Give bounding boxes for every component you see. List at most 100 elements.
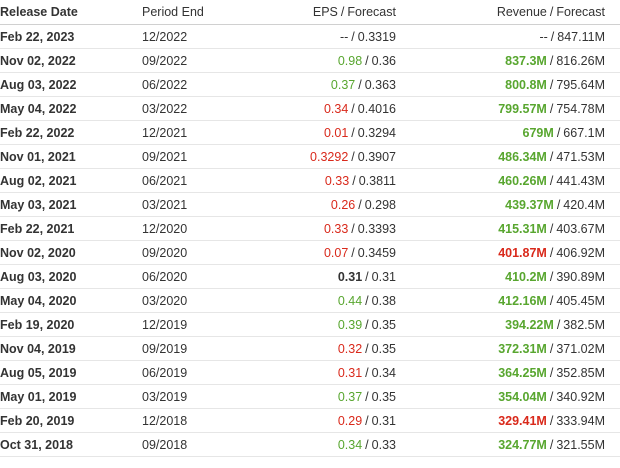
eps-forecast-value: 0.3319 (357, 30, 396, 44)
eps-cell: 0.07/0.3459 (324, 241, 396, 265)
eps-actual-value: 0.29 (337, 414, 363, 428)
release-date-cell: Nov 04, 2019 (0, 342, 76, 356)
eps-actual-value: 0.01 (323, 126, 349, 140)
table-row: Feb 22, 2023 12/2022 --/0.3319 --/847.11M (0, 25, 620, 49)
eps-cell: 0.34/0.33 (338, 433, 396, 457)
revenue-separator: / (549, 222, 554, 236)
revenue-forecast-value: 403.67M (556, 222, 605, 236)
period-end-cell: 09/2019 (142, 342, 188, 356)
release-date-cell: Aug 03, 2022 (0, 78, 77, 92)
eps-cell: 0.39/0.35 (338, 313, 396, 337)
header-eps-forecast: Forecast (347, 5, 396, 19)
header-eps[interactable]: EPS / Forecast (313, 0, 396, 24)
revenue-cell: 372.31M/371.02M (498, 337, 605, 361)
eps-separator: / (365, 270, 369, 284)
revenue-separator: / (549, 438, 554, 452)
revenue-actual-value: 837.3M (505, 54, 547, 68)
revenue-actual-value: 460.26M (498, 174, 547, 188)
release-date-cell: Nov 02, 2022 (0, 54, 76, 68)
eps-forecast-value: 0.34 (371, 366, 396, 380)
revenue-actual-value: -- (539, 30, 548, 44)
table-row: Aug 03, 2020 06/2020 0.31/0.31 410.2M/390.8… (0, 265, 620, 289)
eps-cell: 0.98/0.36 (338, 49, 396, 73)
revenue-forecast-value: 847.11M (557, 30, 605, 44)
period-end-cell: 12/2019 (142, 318, 188, 332)
eps-separator: / (365, 366, 369, 380)
revenue-forecast-value: 795.64M (556, 78, 605, 92)
eps-cell: 0.3292/0.3907 (310, 145, 396, 169)
release-date-cell: Feb 22, 2022 (0, 126, 75, 140)
period-end-cell: 03/2019 (142, 390, 188, 404)
revenue-forecast-value: 405.45M (556, 294, 605, 308)
revenue-cell: 800.8M/795.64M (505, 73, 605, 97)
eps-cell: 0.31/0.31 (338, 265, 396, 289)
revenue-cell: 679M/667.1M (523, 121, 605, 145)
eps-actual-value: 0.98 (337, 54, 363, 68)
eps-actual-value: 0.44 (337, 294, 363, 308)
table-row: Nov 04, 2019 09/2019 0.32/0.35 372.31M/371.… (0, 337, 620, 361)
revenue-separator: / (549, 294, 554, 308)
table-row: Oct 31, 2018 09/2018 0.34/0.33 324.77M/321.… (0, 433, 620, 457)
revenue-separator: / (549, 270, 554, 284)
revenue-separator: / (549, 414, 554, 428)
release-date-cell: May 01, 2019 (0, 390, 77, 404)
eps-forecast-value: 0.363 (364, 78, 396, 92)
eps-cell: 0.32/0.35 (338, 337, 396, 361)
revenue-separator: / (556, 198, 561, 212)
revenue-separator: / (549, 54, 554, 68)
revenue-separator: / (556, 318, 561, 332)
eps-separator: / (352, 174, 356, 188)
release-date-cell: Feb 20, 2019 (0, 414, 75, 428)
eps-separator: / (358, 198, 362, 212)
eps-separator: / (351, 246, 355, 260)
revenue-separator: / (550, 30, 555, 44)
eps-actual-value: 0.31 (337, 270, 363, 284)
revenue-cell: 439.37M/420.4M (505, 193, 605, 217)
eps-actual-value: 0.33 (323, 222, 349, 236)
table-row: Aug 02, 2021 06/2021 0.33/0.3811 460.26M/44… (0, 169, 620, 193)
revenue-forecast-value: 754.78M (556, 102, 605, 116)
period-end-cell: 09/2018 (142, 438, 188, 452)
eps-forecast-value: 0.4016 (357, 102, 396, 116)
revenue-separator: / (549, 390, 554, 404)
header-period-end[interactable]: Period End (142, 5, 204, 19)
release-date-cell: Aug 03, 2020 (0, 270, 77, 284)
table-row: Aug 05, 2019 06/2019 0.31/0.34 364.25M/352.… (0, 361, 620, 385)
eps-forecast-value: 0.3811 (358, 174, 396, 188)
header-release-date[interactable]: Release Date (0, 5, 78, 19)
revenue-separator: / (549, 366, 554, 380)
table-row: May 04, 2022 03/2022 0.34/0.4016 799.57M/75… (0, 97, 620, 121)
revenue-actual-value: 372.31M (498, 342, 547, 356)
eps-separator: / (365, 342, 369, 356)
revenue-actual-value: 799.57M (498, 102, 547, 116)
release-date-cell: Feb 19, 2020 (0, 318, 75, 332)
release-date-cell: Nov 01, 2021 (0, 150, 76, 164)
revenue-forecast-value: 667.1M (563, 126, 605, 140)
eps-cell: 0.33/0.3811 (325, 169, 396, 193)
period-end-cell: 03/2022 (142, 102, 188, 116)
eps-separator: / (358, 78, 362, 92)
header-eps-label: EPS (312, 5, 338, 19)
revenue-cell: 412.16M/405.45M (498, 289, 605, 313)
table-row: Feb 22, 2022 12/2021 0.01/0.3294 679M/667.1… (0, 121, 620, 145)
revenue-actual-value: 329.41M (498, 414, 547, 428)
revenue-cell: 837.3M/816.26M (505, 49, 605, 73)
revenue-forecast-value: 371.02M (556, 342, 605, 356)
revenue-actual-value: 412.16M (498, 294, 547, 308)
eps-forecast-value: 0.31 (371, 414, 396, 428)
release-date-cell: Feb 22, 2023 (0, 30, 75, 44)
revenue-cell: 799.57M/754.78M (498, 97, 605, 121)
header-revenue[interactable]: Revenue / Forecast (497, 0, 605, 24)
eps-forecast-value: 0.298 (364, 198, 396, 212)
table-row: May 01, 2019 03/2019 0.37/0.35 354.04M/340.… (0, 385, 620, 409)
period-end-cell: 06/2020 (142, 270, 188, 284)
revenue-separator: / (549, 102, 554, 116)
release-date-cell: Nov 02, 2020 (0, 246, 76, 260)
eps-actual-value: -- (339, 30, 349, 44)
release-date-cell: Oct 31, 2018 (0, 438, 73, 452)
header-revenue-separator: / (549, 5, 554, 19)
revenue-separator: / (549, 150, 554, 164)
eps-forecast-value: 0.3393 (357, 222, 396, 236)
revenue-forecast-value: 441.43M (556, 174, 605, 188)
release-date-cell: Feb 22, 2021 (0, 222, 75, 236)
